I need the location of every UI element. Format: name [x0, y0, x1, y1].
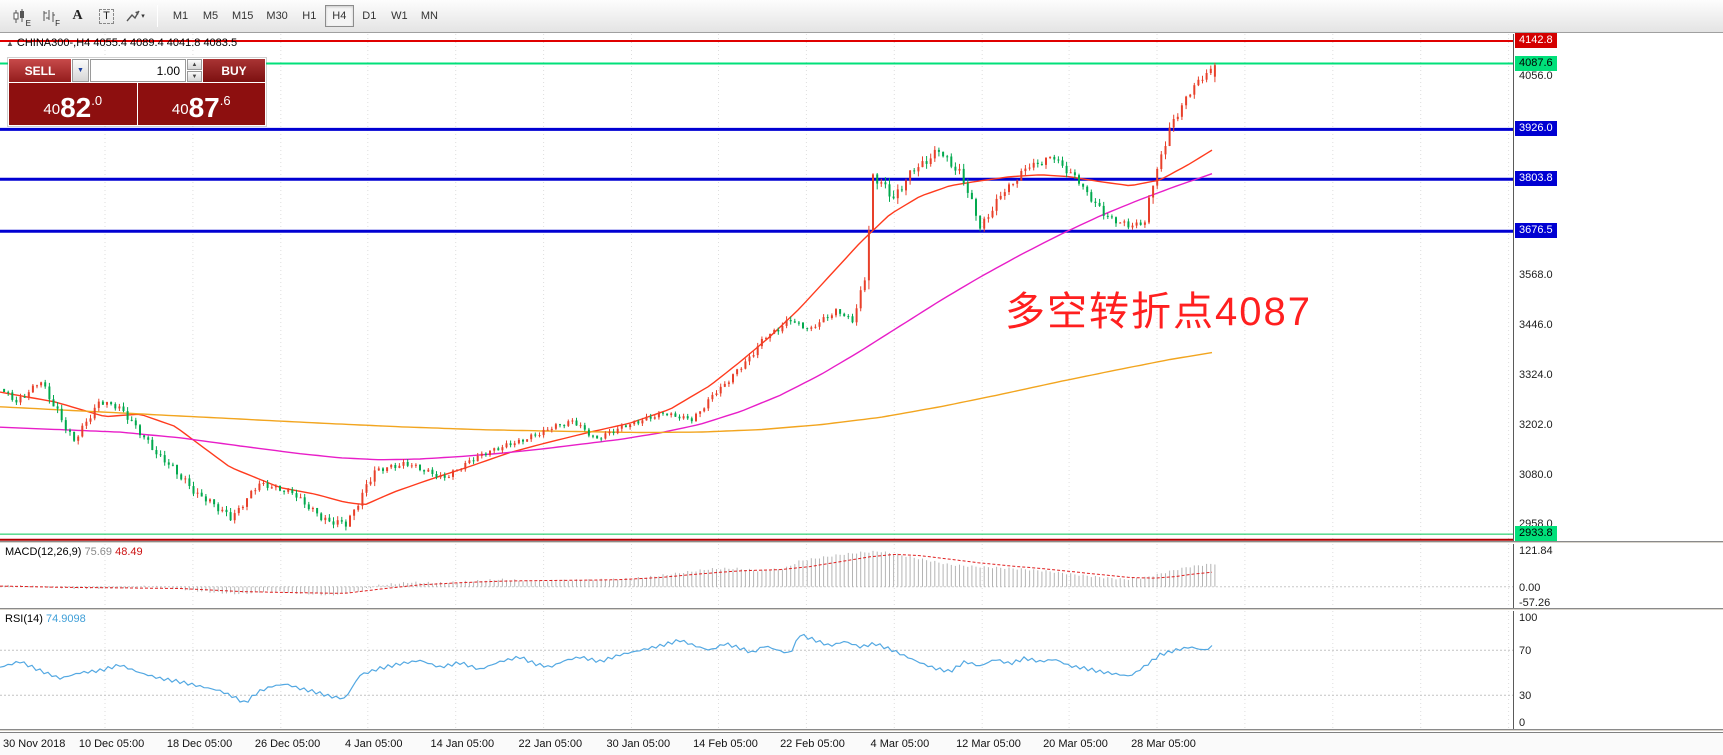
rsi-plot[interactable]: RSI(14) 74.9098: [0, 611, 1514, 729]
rsi-axis-label: 30: [1519, 690, 1532, 702]
timeframe-m30[interactable]: M30: [266, 10, 288, 22]
price-line-label: 2933.8: [1515, 526, 1557, 541]
symbol-marker-icon: ▲: [6, 39, 14, 48]
time-axis-label: 4 Jan 05:00: [345, 738, 403, 750]
candlestick-glyph: [13, 8, 24, 23]
timeframe-h4[interactable]: H4: [324, 5, 354, 27]
trade-prices-row: 40 82.0 40 87.6: [9, 83, 265, 125]
timeframe-w1[interactable]: W1: [391, 10, 408, 22]
price-line-label: 4087.6: [1515, 56, 1557, 71]
sell-price-display[interactable]: 40 82.0: [9, 83, 137, 125]
price-line-label: 3676.5: [1515, 223, 1557, 238]
macd-indicator-label: MACD(12,26,9) 75.69 48.49: [5, 546, 143, 558]
timeframe-d1[interactable]: D1: [362, 10, 377, 22]
toolbar-separator: [157, 5, 158, 27]
macd-axis-label: -57.26: [1519, 597, 1551, 609]
draw-tool-icon[interactable]: ▾: [122, 4, 149, 29]
price-tick-label: 3080.0: [1519, 469, 1553, 481]
icon-subscript-e: E: [25, 18, 31, 28]
rsi-axis[interactable]: 100 70 30 0: [1514, 611, 1723, 729]
one-click-trading-panel: SELL ▼ 1.00 ▲ ▼ BUY 40 82.0: [8, 58, 266, 126]
time-axis-label: 28 Mar 05:00: [1131, 738, 1196, 750]
rsi-panel: RSI(14) 74.9098 100 70 30 0: [0, 611, 1723, 729]
macd-plot[interactable]: MACD(12,26,9) 75.69 48.49: [0, 544, 1514, 608]
time-axis-label: 18 Dec 05:00: [166, 738, 233, 750]
timeframe-h1[interactable]: H1: [302, 10, 317, 22]
price-tick-label: 4056.0: [1519, 70, 1553, 82]
time-axis-label: 4 Mar 05:00: [870, 738, 930, 750]
price-line-label: 3926.0: [1515, 121, 1557, 136]
timeframe-m1[interactable]: M1: [172, 10, 189, 22]
time-axis-label: 22 Feb 05:00: [780, 738, 845, 750]
timeframe-m15[interactable]: M15: [232, 10, 254, 22]
icon-subscript-f: F: [55, 18, 60, 28]
main-price-panel: ▲ CHINA300-,H4 4055.4 4089.4 4041.8 4083.…: [0, 33, 1723, 541]
price-tick-label: 3202.0: [1519, 419, 1553, 431]
volume-dropdown-button[interactable]: ▼: [72, 59, 89, 82]
macd-panel: MACD(12,26,9) 75.69 48.49 121.84 0.00 -57.…: [0, 544, 1723, 609]
volume-spinner: ▲ ▼: [187, 59, 202, 82]
timeframe-bar: M1 M5 M15 M30 H1 H4 D1 W1 MN: [166, 5, 444, 27]
volume-spin-up-button[interactable]: ▲: [187, 59, 202, 70]
panel-divider[interactable]: [0, 729, 1723, 732]
time-axis-label: 26 Dec 05:00: [254, 738, 321, 750]
rsi-axis-label: 0: [1519, 717, 1526, 729]
sell-button[interactable]: SELL: [9, 59, 71, 82]
trendline-glyph: [126, 10, 140, 22]
rsi-canvas[interactable]: [0, 611, 1513, 729]
time-axis-label: 10 Dec 05:00: [78, 738, 145, 750]
volume-input[interactable]: 1.00: [90, 59, 186, 82]
time-axis-label: 12 Mar 05:00: [956, 738, 1021, 750]
time-axis-label: 30 Jan 05:00: [606, 738, 671, 750]
rsi-axis-label: 70: [1519, 645, 1532, 657]
time-axis-label: 22 Jan 05:00: [518, 738, 583, 750]
candlestick-style-icon[interactable]: E: [6, 4, 33, 29]
bar-chart-style-icon[interactable]: F: [35, 4, 62, 29]
panel-divider[interactable]: [0, 608, 1723, 611]
panel-divider[interactable]: [0, 541, 1723, 544]
time-axis-label: 14 Jan 05:00: [430, 738, 495, 750]
timeframe-m5[interactable]: M5: [202, 10, 219, 22]
dropdown-caret-icon: ▾: [141, 13, 145, 20]
timeframe-mn[interactable]: MN: [420, 10, 438, 22]
symbol-ohlc-header: ▲ CHINA300-,H4 4055.4 4089.4 4041.8 4083.…: [6, 37, 237, 49]
price-tick-label: 3568.0: [1519, 269, 1553, 281]
toolbar: E F A T ▾ M1 M5 M15 M30 H1 H4 D1 W1 MN: [0, 0, 1723, 33]
time-axis-label: 20 Mar 05:00: [1043, 738, 1108, 750]
symbol-ohlc-text: CHINA300-,H4 4055.4 4089.4 4041.8 4083.5: [16, 37, 238, 49]
buy-button[interactable]: BUY: [203, 59, 265, 82]
time-axis-label: 30 Nov 2018: [3, 738, 66, 750]
price-line-label: 3803.8: [1515, 171, 1557, 186]
rsi-indicator-label: RSI(14) 74.9098: [5, 613, 86, 625]
time-axis[interactable]: 30 Nov 2018 10 Dec 05:00 18 Dec 05:00 26 De…: [0, 732, 1723, 755]
trade-controls-row: SELL ▼ 1.00 ▲ ▼ BUY: [9, 59, 265, 82]
time-axis-label: 14 Feb 05:00: [693, 738, 758, 750]
price-tick-label: 3446.0: [1519, 319, 1553, 331]
buy-price-display[interactable]: 40 87.6: [137, 83, 265, 125]
macd-canvas[interactable]: [0, 544, 1513, 608]
macd-axis-label: 121.84: [1519, 545, 1553, 557]
volume-spin-down-button[interactable]: ▼: [187, 71, 202, 82]
price-axis[interactable]: 4056.0 3568.0 3446.0 3324.0 3202.0 3080.0 2958…: [1514, 33, 1723, 541]
rsi-axis-label: 100: [1519, 612, 1538, 624]
main-chart-plot[interactable]: ▲ CHINA300-,H4 4055.4 4089.4 4041.8 4083.…: [0, 34, 1514, 541]
price-line-label: 4142.8: [1515, 33, 1557, 48]
price-tick-label: 3324.0: [1519, 369, 1553, 381]
text-annotation-icon[interactable]: A: [72, 8, 83, 23]
macd-axis[interactable]: 121.84 0.00 -57.26: [1514, 544, 1723, 609]
text-label-icon[interactable]: T: [93, 4, 120, 29]
chart-window: ▲ CHINA300-,H4 4055.4 4089.4 4041.8 4083.…: [0, 33, 1723, 755]
macd-axis-label: 0.00: [1519, 582, 1541, 594]
bar-chart-glyph: [43, 9, 55, 22]
